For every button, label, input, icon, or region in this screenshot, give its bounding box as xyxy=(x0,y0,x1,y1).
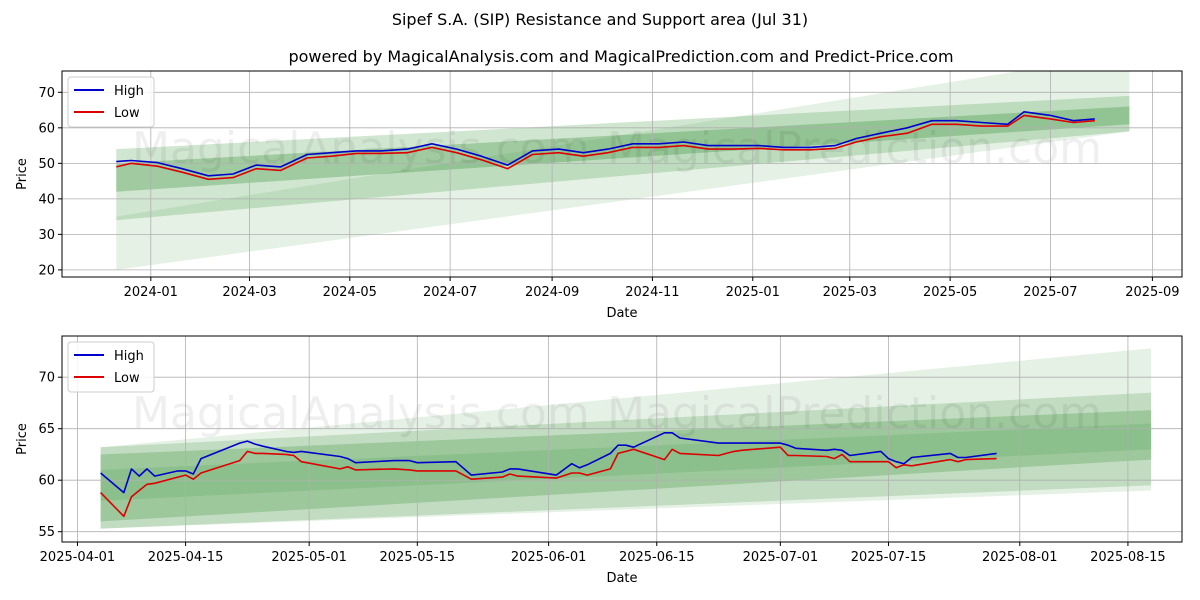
plot-area: MagicalAnalysis.com MagicalPrediction.com xyxy=(62,71,1182,277)
x-tick-label: 2024-05 xyxy=(323,285,377,300)
legend: High Low xyxy=(67,76,155,128)
x-tick-label: 2025-04-15 xyxy=(148,550,224,565)
y-tick-label: 30 xyxy=(38,228,55,243)
x-tick-label: 2025-08-01 xyxy=(982,550,1058,565)
y-axis-label: Price xyxy=(15,158,30,190)
watermark-0: MagicalAnalysis.com xyxy=(132,123,590,174)
x-tick-label: 2025-06-01 xyxy=(511,550,587,565)
series-line-high xyxy=(116,111,1095,177)
x-tick-label: 2025-08-15 xyxy=(1090,550,1166,565)
x-tick-label: 2024-09 xyxy=(525,285,579,300)
x-tick-label: 2025-07 xyxy=(1023,285,1077,300)
y-axis-label: Price xyxy=(15,423,30,455)
x-axis-label: Date xyxy=(606,571,637,586)
x-tick-label: 2025-03 xyxy=(823,285,877,300)
watermark-1: MagicalPrediction.com xyxy=(607,123,1102,174)
y-tick-label: 70 xyxy=(38,86,55,101)
series-line-high xyxy=(100,431,997,494)
prediction-band-0 xyxy=(116,71,1130,270)
legend-label-low: Low xyxy=(114,371,140,386)
x-tick-label: 2025-06-15 xyxy=(619,550,695,565)
x-tick-label: 2025-05 xyxy=(923,285,977,300)
bottom-panel: MagicalAnalysis.com MagicalPrediction.com… xyxy=(15,335,1183,586)
y-tick-label: 50 xyxy=(38,157,55,172)
x-tick-label: 2025-04-01 xyxy=(40,550,116,565)
x-tick-label: 2025-09 xyxy=(1125,285,1179,300)
axes-frame xyxy=(61,335,1183,543)
y-tick-label: 65 xyxy=(38,422,55,437)
series-line-low xyxy=(116,114,1095,181)
x-tick-label: 2024-03 xyxy=(222,285,276,300)
y-tick-label: 55 xyxy=(38,525,55,540)
legend-label-high: High xyxy=(114,84,144,99)
x-tick-label: 2024-11 xyxy=(625,285,679,300)
chart-subtitle: powered by MagicalAnalysis.com and Magic… xyxy=(288,47,953,66)
x-axis-label: Date xyxy=(606,306,637,321)
chart-title: Sipef S.A. (SIP) Resistance and Support … xyxy=(392,10,808,29)
x-tick-label: 2025-07-15 xyxy=(851,550,927,565)
legend-label-low: Low xyxy=(114,106,140,121)
prediction-band-1 xyxy=(116,95,1130,221)
y-tick-label: 60 xyxy=(38,474,55,489)
x-tick-label: 2025-05-15 xyxy=(380,550,456,565)
x-tick-label: 2025-05-01 xyxy=(271,550,347,565)
axes-frame xyxy=(61,70,1183,278)
x-tick-label: 2025-07-01 xyxy=(743,550,819,565)
y-tick-label: 60 xyxy=(38,121,55,136)
y-tick-label: 70 xyxy=(38,371,55,386)
y-tick-label: 40 xyxy=(38,192,55,207)
watermark-1: MagicalPrediction.com xyxy=(607,388,1102,439)
series-line-low xyxy=(100,446,997,518)
x-tick-label: 2024-07 xyxy=(423,285,477,300)
legend-label-high: High xyxy=(114,349,144,364)
legend: High Low xyxy=(67,341,155,393)
x-tick-label: 2024-01 xyxy=(124,285,178,300)
y-tick-label: 20 xyxy=(38,263,55,278)
x-tick-label: 2025-01 xyxy=(726,285,780,300)
watermark-0: MagicalAnalysis.com xyxy=(132,388,590,439)
top-panel: MagicalAnalysis.com MagicalPrediction.com… xyxy=(15,70,1183,321)
plot-area: MagicalAnalysis.com MagicalPrediction.com xyxy=(62,336,1182,542)
